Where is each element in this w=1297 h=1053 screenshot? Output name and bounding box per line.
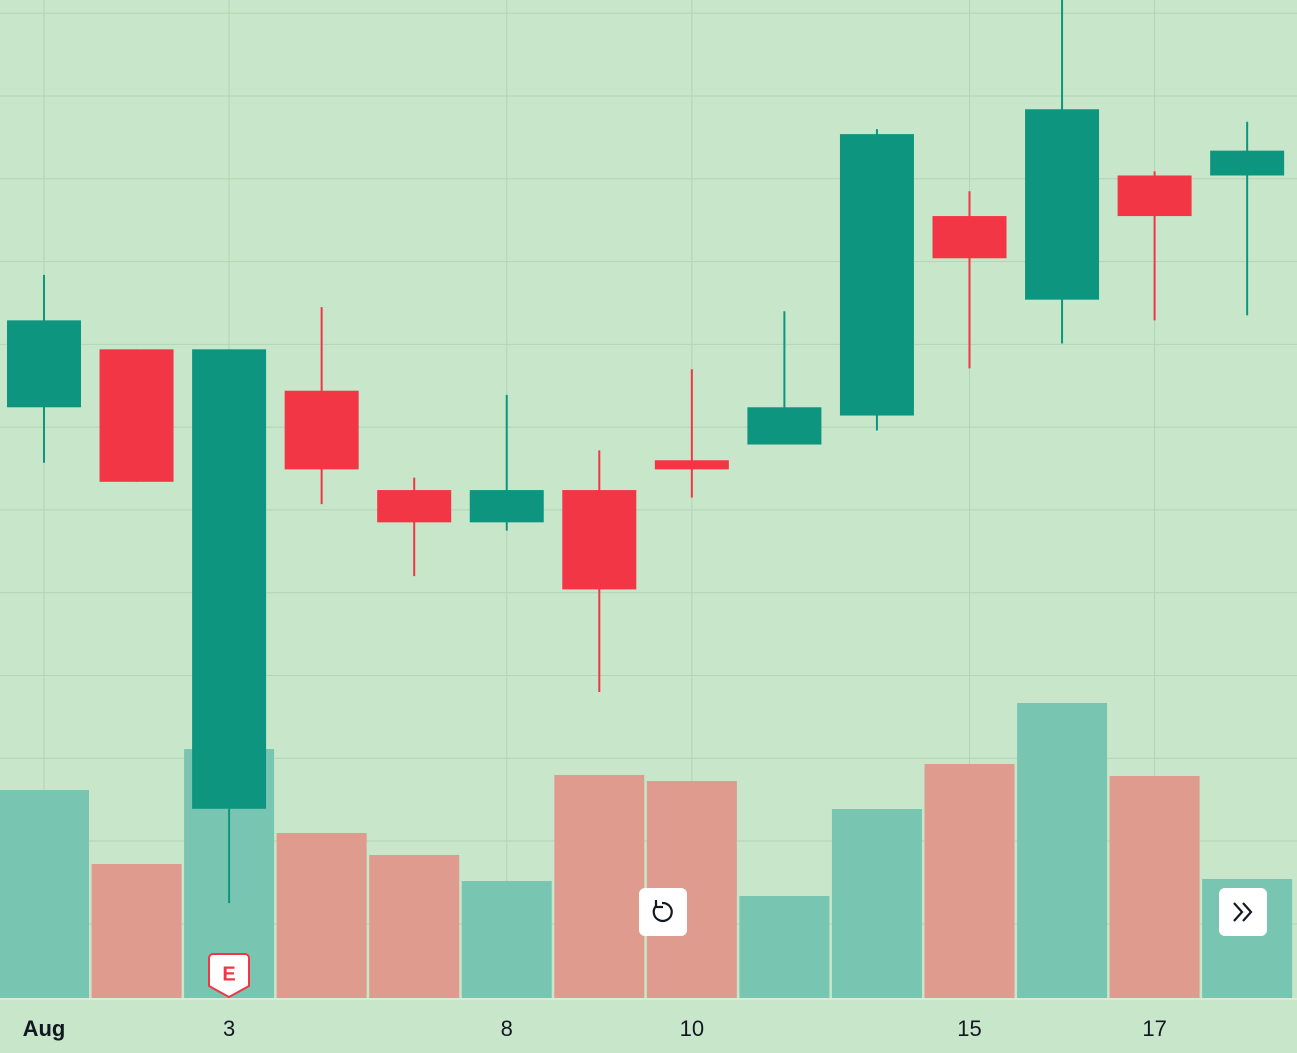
candle-body: [284, 390, 359, 470]
candle-body: [562, 490, 637, 590]
earnings-badge: [208, 953, 250, 999]
reset-icon: [652, 901, 673, 923]
candle-body: [654, 460, 729, 470]
volume-bar: [91, 864, 182, 998]
earnings-label: E: [222, 963, 235, 985]
volume-bar: [924, 764, 1015, 998]
candle-body: [839, 134, 914, 416]
candle-body: [469, 490, 544, 523]
candle-body: [99, 349, 174, 482]
x-tick-label: 3: [223, 1016, 235, 1041]
volume-bar: [461, 881, 552, 998]
reset-button[interactable]: [639, 888, 687, 936]
volume-bar: [554, 775, 645, 998]
candle-body: [747, 407, 822, 445]
button-bg: [639, 888, 687, 936]
x-tick-label: 10: [680, 1016, 704, 1041]
x-tick-label: Aug: [23, 1016, 66, 1041]
volume-bar: [0, 790, 89, 998]
x-tick-label: 15: [957, 1016, 981, 1041]
x-tick-label: 17: [1142, 1016, 1166, 1041]
price-pane: [7, 0, 1285, 904]
candle-body: [7, 320, 81, 408]
x-tick-label: 8: [501, 1016, 513, 1041]
candle-body: [377, 490, 452, 523]
volume-bar: [1017, 703, 1108, 998]
candle-body: [1117, 175, 1192, 217]
scroll-icon: [1233, 902, 1253, 922]
candle-body: [932, 216, 1007, 259]
volume-bar: [739, 896, 830, 998]
candle-body: [1025, 109, 1100, 300]
volume-bar: [1109, 776, 1200, 998]
volume-bar: [369, 855, 460, 998]
x-axis: Aug 3 8 10 15 17: [23, 1016, 1167, 1041]
scroll-right-button[interactable]: [1219, 888, 1267, 936]
volume-bar: [831, 809, 922, 998]
candle-body: [1210, 150, 1285, 176]
volume-bar: [276, 833, 367, 998]
reset-arrow: [654, 900, 663, 909]
candle-body: [192, 349, 267, 809]
earnings-marker[interactable]: E: [208, 953, 250, 999]
